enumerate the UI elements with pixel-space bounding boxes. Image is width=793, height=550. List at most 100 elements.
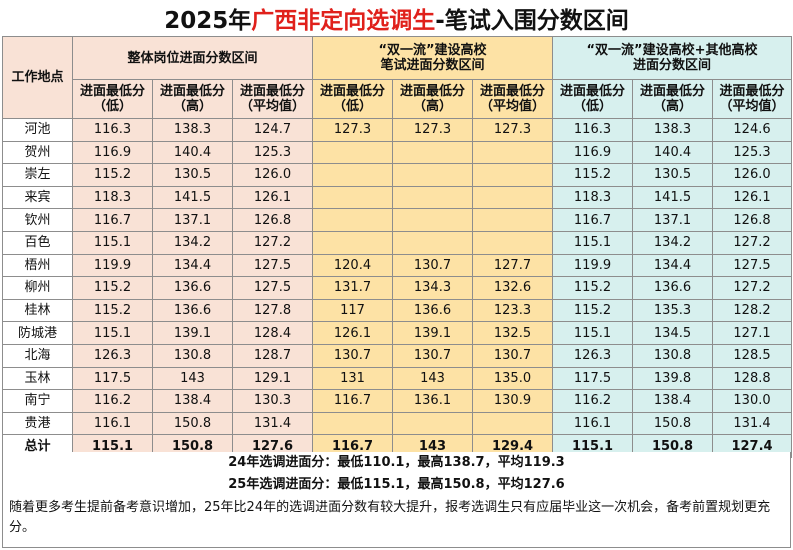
cell-c-avg: 127.2 bbox=[712, 276, 793, 300]
cell-c-avg: 127.2 bbox=[712, 230, 793, 255]
cell-a-low: 115.1 bbox=[72, 321, 153, 345]
table-row: 崇左 115.2 130.5 126.0 115.2 130.5 126.0 bbox=[2, 163, 793, 187]
cell-city: 河池 bbox=[2, 118, 73, 142]
table-row: 梧州 119.9 134.4 127.5 120.4 130.7 127.7 119.9 134… bbox=[2, 253, 793, 278]
header-group-combined: “双一流”建设高校+其他高校 进面分数区间 bbox=[552, 36, 793, 80]
header-a-avg: 进面最低分 （平均值） bbox=[232, 79, 313, 119]
header-b-avg: 进面最低分 （平均值） bbox=[471, 79, 554, 119]
cell-a-high: 139.1 bbox=[152, 321, 233, 345]
cell-a-avg: 127.8 bbox=[232, 298, 313, 323]
cell-b-low: 120.4 bbox=[312, 253, 393, 278]
score-table: 工作地点 整体岗位进面分数区间 “双一流”建设高校 笔试进面分数区间 “双一流”… bbox=[2, 36, 793, 458]
cell-b-high: 136.1 bbox=[392, 389, 473, 413]
table-body: 河池 116.3 138.3 124.7 127.3 127.3 127.3 116.3 138… bbox=[2, 118, 793, 458]
cell-a-avg: 125.3 bbox=[232, 140, 313, 165]
cell-a-high: 136.6 bbox=[152, 276, 233, 300]
cell-c-high: 134.2 bbox=[632, 230, 714, 255]
cell-c-high: 140.4 bbox=[632, 140, 714, 165]
cell-a-avg: 131.4 bbox=[232, 411, 313, 436]
footer-note: 随着更多考生提前备考意识增加，25年比24年的选调进面分数有较大提升，报考选调生… bbox=[9, 500, 771, 535]
cell-b-high bbox=[392, 411, 473, 436]
cell-b-avg: 123.3 bbox=[471, 298, 554, 323]
header-group-overall: 整体岗位进面分数区间 bbox=[72, 36, 313, 80]
cell-city: 南宁 bbox=[2, 389, 73, 413]
cell-c-low: 118.3 bbox=[552, 185, 634, 210]
cell-b-low bbox=[312, 411, 393, 436]
header-group-b-line1: “双一流”建设高校 bbox=[378, 43, 487, 58]
cell-b-high bbox=[392, 185, 473, 210]
cell-a-avg: 128.4 bbox=[232, 321, 313, 345]
cell-c-avg: 128.5 bbox=[712, 343, 793, 368]
footer-2025-summary: 25年选调进面分：最低115.1，最高150.8，平均127.6 bbox=[228, 477, 565, 492]
cell-a-low: 118.3 bbox=[72, 185, 153, 210]
cell-a-high: 134.2 bbox=[152, 230, 233, 255]
cell-a-high: 130.8 bbox=[152, 343, 233, 368]
cell-b-avg bbox=[471, 208, 554, 232]
page-title: 2025年 广西非定向选调生 -笔试入围分数区间 bbox=[0, 0, 793, 36]
cell-city: 柳州 bbox=[2, 276, 73, 300]
cell-b-high: 139.1 bbox=[392, 321, 473, 345]
cell-a-low: 115.2 bbox=[72, 298, 153, 323]
cell-b-low: 116.7 bbox=[312, 389, 393, 413]
cell-b-low bbox=[312, 230, 393, 255]
cell-c-avg: 128.2 bbox=[712, 298, 793, 323]
cell-c-avg: 126.0 bbox=[712, 163, 793, 187]
cell-c-high: 134.4 bbox=[632, 253, 714, 278]
cell-city: 百色 bbox=[2, 230, 73, 255]
cell-b-avg: 132.6 bbox=[471, 276, 554, 300]
cell-a-avg: 130.3 bbox=[232, 389, 313, 413]
cell-b-avg: 130.7 bbox=[471, 343, 554, 368]
cell-a-avg: 128.7 bbox=[232, 343, 313, 368]
cell-b-low: 131.7 bbox=[312, 276, 393, 300]
cell-a-high: 150.8 bbox=[152, 411, 233, 436]
cell-b-high bbox=[392, 140, 473, 165]
cell-c-low: 117.5 bbox=[552, 366, 634, 391]
title-suffix: -笔试入围分数区间 bbox=[435, 8, 629, 34]
title-prefix: 2025年 bbox=[164, 8, 252, 34]
cell-b-low bbox=[312, 140, 393, 165]
cell-c-high: 138.4 bbox=[632, 389, 714, 413]
cell-city: 玉林 bbox=[2, 366, 73, 391]
cell-c-high: 134.5 bbox=[632, 321, 714, 345]
cell-b-high: 136.6 bbox=[392, 298, 473, 323]
cell-b-avg bbox=[471, 230, 554, 255]
header-subrow: 进面最低分 （低） 进面最低分 （高） 进面最低分 （平均值） 进面最低分 （低） 进面… bbox=[3, 79, 793, 119]
table-header: 工作地点 整体岗位进面分数区间 “双一流”建设高校 笔试进面分数区间 “双一流”… bbox=[2, 36, 793, 119]
table-row: 防城港 115.1 139.1 128.4 126.1 139.1 132.5 115.1 13… bbox=[2, 321, 793, 345]
cell-c-low: 115.2 bbox=[552, 298, 634, 323]
cell-b-high: 130.7 bbox=[392, 253, 473, 278]
header-group-c-line2: 进面分数区间 bbox=[633, 58, 712, 73]
cell-a-low: 115.2 bbox=[72, 163, 153, 187]
cell-a-avg: 126.1 bbox=[232, 185, 313, 210]
cell-c-high: 135.3 bbox=[632, 298, 714, 323]
cell-c-low: 126.3 bbox=[552, 343, 634, 368]
cell-a-high: 138.3 bbox=[152, 118, 233, 142]
cell-c-high: 137.1 bbox=[632, 208, 714, 232]
cell-c-high: 139.8 bbox=[632, 366, 714, 391]
cell-b-avg: 135.0 bbox=[471, 366, 554, 391]
header-city: 工作地点 bbox=[2, 36, 73, 119]
header-a-high: 进面最低分 （高） bbox=[152, 79, 233, 119]
table-total-row: 总计 115.1 150.8 127.6 116.7 143 129.4 115.1 150.8… bbox=[2, 434, 793, 458]
cell-b-avg bbox=[471, 163, 554, 187]
cell-a-low: 116.2 bbox=[72, 389, 153, 413]
cell-a-avg: 124.7 bbox=[232, 118, 313, 142]
header-group-overall-label: 整体岗位进面分数区间 bbox=[127, 50, 258, 66]
title-highlight: 广西非定向选调生 bbox=[251, 8, 436, 34]
cell-c-avg: 126.8 bbox=[712, 208, 793, 232]
cell-c-avg: 127.1 bbox=[712, 321, 793, 345]
cell-a-avg: 127.5 bbox=[232, 253, 313, 278]
cell-city: 来宾 bbox=[2, 185, 73, 210]
cell-c-low: 116.1 bbox=[552, 411, 634, 436]
cell-a-low: 117.5 bbox=[72, 366, 153, 391]
cell-b-low: 131 bbox=[312, 366, 393, 391]
cell-b-avg: 130.9 bbox=[471, 389, 554, 413]
cell-b-high bbox=[392, 208, 473, 232]
cell-a-avg: 129.1 bbox=[232, 366, 313, 391]
cell-c-high: 130.8 bbox=[632, 343, 714, 368]
cell-a-avg: 126.8 bbox=[232, 208, 313, 232]
table-row: 北海 126.3 130.8 128.7 130.7 130.7 130.7 126.3 130… bbox=[2, 343, 793, 368]
cell-b-high: 127.3 bbox=[392, 118, 473, 142]
cell-c-high: 150.8 bbox=[632, 411, 714, 436]
